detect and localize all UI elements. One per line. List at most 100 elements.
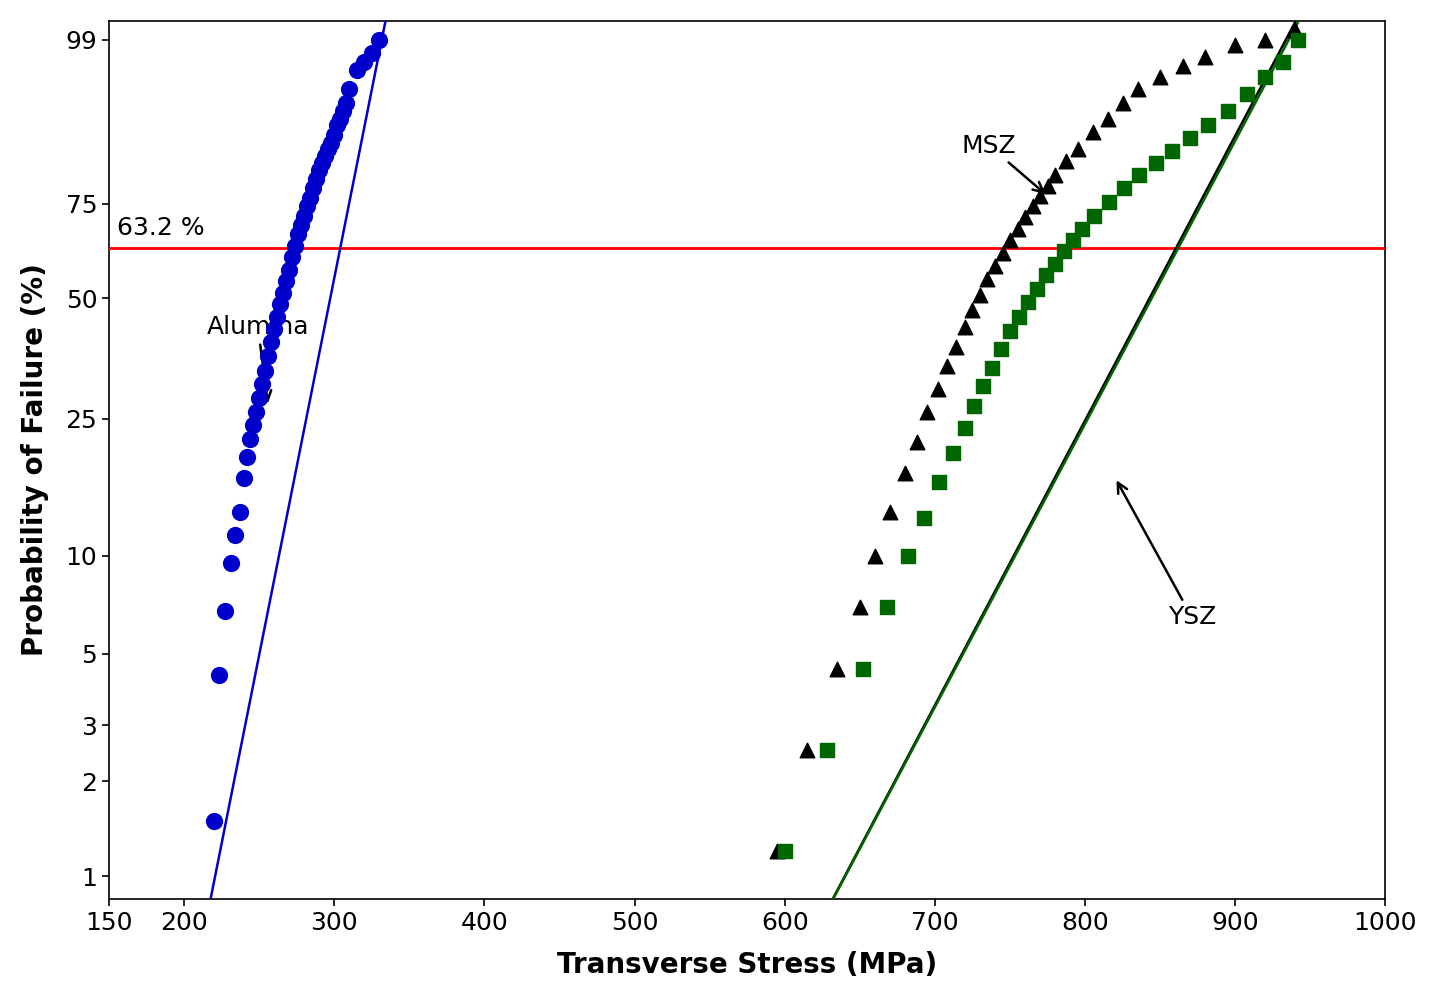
Point bbox=[236, 449, 259, 465]
Point bbox=[998, 232, 1021, 248]
Point bbox=[928, 474, 951, 490]
Point bbox=[1007, 221, 1030, 237]
Point bbox=[1127, 167, 1150, 183]
Point bbox=[1014, 209, 1037, 225]
Point bbox=[322, 127, 345, 143]
Point bbox=[1017, 294, 1040, 310]
Point bbox=[289, 217, 312, 233]
Point bbox=[1035, 178, 1058, 194]
Point bbox=[345, 62, 368, 78]
Point bbox=[1160, 143, 1183, 159]
Point bbox=[229, 504, 252, 520]
Point bbox=[332, 103, 355, 119]
Point bbox=[286, 226, 309, 242]
Point bbox=[1053, 243, 1076, 259]
Point bbox=[876, 599, 899, 615]
Point bbox=[1097, 194, 1120, 210]
Point bbox=[936, 358, 959, 374]
Point bbox=[305, 171, 328, 187]
Point bbox=[1194, 49, 1217, 65]
Point bbox=[1070, 221, 1093, 237]
Point bbox=[1217, 103, 1240, 119]
Point bbox=[774, 843, 797, 859]
Text: YSZ: YSZ bbox=[1117, 483, 1217, 629]
Point bbox=[242, 417, 265, 433]
Point bbox=[961, 302, 984, 318]
Point bbox=[1054, 153, 1077, 169]
Point bbox=[1025, 281, 1048, 297]
Point bbox=[1224, 37, 1247, 53]
Point bbox=[815, 742, 838, 758]
Point bbox=[1066, 141, 1089, 157]
Point bbox=[953, 319, 976, 335]
X-axis label: Transverse Stress (MPa): Transverse Stress (MPa) bbox=[557, 951, 938, 979]
Point bbox=[260, 334, 283, 350]
Point bbox=[1179, 130, 1202, 146]
Point bbox=[851, 661, 874, 677]
Point bbox=[313, 148, 336, 164]
Point bbox=[906, 434, 929, 450]
Point bbox=[1044, 167, 1067, 183]
Point bbox=[972, 378, 995, 394]
Point bbox=[989, 341, 1012, 357]
Point bbox=[250, 376, 273, 392]
Point bbox=[981, 360, 1004, 376]
Point bbox=[991, 245, 1014, 261]
Point bbox=[1254, 32, 1277, 48]
Text: Alumina: Alumina bbox=[207, 315, 309, 401]
Point bbox=[247, 390, 270, 406]
Point bbox=[1113, 180, 1136, 196]
Point bbox=[1284, 22, 1307, 38]
Point bbox=[233, 470, 256, 486]
Point bbox=[253, 363, 276, 379]
Point bbox=[766, 843, 789, 859]
Point bbox=[263, 321, 286, 337]
Point bbox=[275, 273, 298, 289]
Point bbox=[299, 190, 322, 206]
Point bbox=[224, 527, 247, 543]
Point bbox=[203, 813, 226, 829]
Point bbox=[968, 287, 991, 303]
Point bbox=[942, 445, 965, 461]
Point bbox=[913, 510, 936, 526]
Point bbox=[879, 504, 902, 520]
Point bbox=[1235, 86, 1258, 102]
Point bbox=[213, 603, 236, 619]
Point bbox=[335, 95, 358, 111]
Point bbox=[1271, 54, 1294, 70]
Point bbox=[329, 111, 352, 127]
Point bbox=[239, 431, 262, 447]
Point bbox=[1028, 188, 1051, 204]
Point bbox=[893, 465, 916, 481]
Point bbox=[1112, 95, 1135, 111]
Point bbox=[352, 54, 375, 70]
Point bbox=[280, 249, 303, 265]
Point bbox=[926, 381, 949, 397]
Point bbox=[311, 155, 334, 171]
Point bbox=[1149, 69, 1172, 85]
Text: 63.2 %: 63.2 % bbox=[116, 216, 204, 240]
Point bbox=[319, 135, 342, 151]
Point bbox=[1061, 232, 1084, 248]
Point bbox=[1126, 81, 1149, 97]
Point bbox=[257, 348, 280, 364]
Point bbox=[308, 162, 331, 178]
Text: MSZ: MSZ bbox=[962, 134, 1044, 192]
Point bbox=[1096, 111, 1119, 127]
Point bbox=[896, 548, 919, 564]
Point bbox=[338, 81, 361, 97]
Point bbox=[848, 599, 871, 615]
Point bbox=[361, 45, 384, 61]
Point bbox=[272, 285, 295, 301]
Point bbox=[316, 141, 339, 157]
Point bbox=[825, 661, 848, 677]
Point bbox=[945, 339, 968, 355]
Point bbox=[953, 420, 976, 436]
Point bbox=[207, 667, 230, 683]
Point bbox=[283, 238, 306, 254]
Point bbox=[368, 32, 391, 48]
Point bbox=[1081, 124, 1104, 140]
Point bbox=[296, 198, 319, 214]
Point bbox=[1145, 155, 1168, 171]
Point bbox=[269, 296, 292, 312]
